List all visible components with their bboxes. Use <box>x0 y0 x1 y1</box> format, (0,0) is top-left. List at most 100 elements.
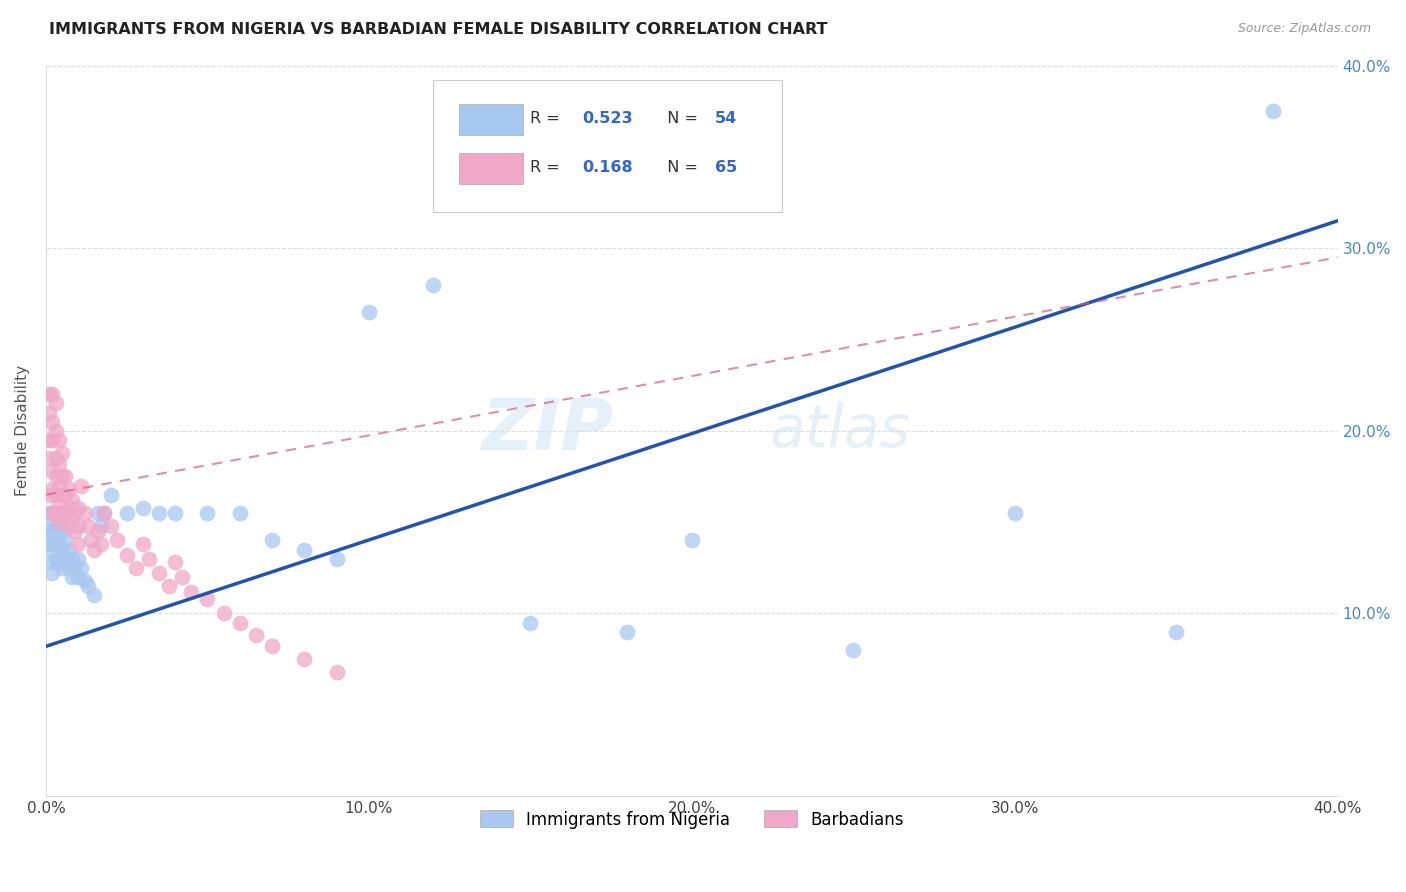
Point <box>100 518 122 533</box>
Point <box>38 433 60 447</box>
Point <box>48 555 70 569</box>
Text: 65: 65 <box>716 161 737 176</box>
FancyBboxPatch shape <box>460 104 523 135</box>
Point <box>45 551 67 566</box>
Point <box>58 542 80 557</box>
Point <box>197 591 219 606</box>
Text: R =: R = <box>530 161 565 176</box>
Point <box>45 518 67 533</box>
Point <box>48 497 70 511</box>
Point <box>67 551 90 566</box>
FancyBboxPatch shape <box>433 80 782 211</box>
Point <box>292 652 315 666</box>
Point <box>53 551 76 566</box>
Point <box>212 607 235 621</box>
Point <box>58 483 80 497</box>
Point <box>45 424 67 438</box>
Point <box>41 506 63 520</box>
Point <box>53 506 76 520</box>
Point <box>45 506 67 520</box>
Point <box>245 628 267 642</box>
Point <box>197 506 219 520</box>
Point <box>105 533 128 548</box>
Point <box>48 518 70 533</box>
Point <box>51 469 73 483</box>
Point <box>38 537 60 551</box>
Point <box>38 518 60 533</box>
Point <box>51 506 73 520</box>
Point <box>41 506 63 520</box>
Point <box>616 624 638 639</box>
Point <box>86 506 108 520</box>
Point <box>45 537 67 551</box>
Point <box>41 387 63 401</box>
Point <box>132 500 155 515</box>
Point <box>60 551 83 566</box>
Point <box>93 506 115 520</box>
Point <box>45 506 67 520</box>
Point <box>148 506 170 520</box>
Point <box>70 561 93 575</box>
Point <box>842 643 865 657</box>
Y-axis label: Female Disability: Female Disability <box>15 366 30 497</box>
Point <box>1166 624 1188 639</box>
Point <box>48 537 70 551</box>
Point <box>41 415 63 429</box>
Point <box>357 305 380 319</box>
Point <box>67 570 90 584</box>
Point <box>93 506 115 520</box>
Point <box>115 548 138 562</box>
Text: Source: ZipAtlas.com: Source: ZipAtlas.com <box>1237 22 1371 36</box>
Point <box>58 561 80 575</box>
Point <box>53 469 76 483</box>
Point <box>38 451 60 466</box>
Point <box>41 524 63 539</box>
Text: 54: 54 <box>716 112 737 127</box>
Point <box>260 533 283 548</box>
Point <box>38 528 60 542</box>
Point <box>67 537 90 551</box>
Point <box>58 500 80 515</box>
Text: 0.523: 0.523 <box>582 112 633 127</box>
Text: N =: N = <box>657 112 703 127</box>
Point <box>681 533 703 548</box>
Point <box>519 615 541 630</box>
Point <box>51 561 73 575</box>
Point <box>70 478 93 492</box>
Point <box>51 446 73 460</box>
Point <box>60 570 83 584</box>
Point <box>63 524 86 539</box>
Point <box>165 555 187 569</box>
Point <box>58 518 80 533</box>
Point <box>51 524 73 539</box>
Point <box>53 533 76 548</box>
Point <box>157 579 180 593</box>
Point <box>228 506 250 520</box>
Point <box>125 561 148 575</box>
Point <box>51 488 73 502</box>
Point <box>83 588 105 602</box>
Text: N =: N = <box>657 161 703 176</box>
Point <box>48 478 70 492</box>
Point <box>325 551 347 566</box>
Point <box>90 518 112 533</box>
Point <box>38 406 60 420</box>
Point <box>100 488 122 502</box>
Text: R =: R = <box>530 112 565 127</box>
Point <box>73 574 96 588</box>
Point <box>67 518 90 533</box>
Text: 0.168: 0.168 <box>582 161 633 176</box>
Point <box>53 488 76 502</box>
Point <box>45 451 67 466</box>
Point <box>63 561 86 575</box>
Point <box>45 396 67 410</box>
Point <box>45 488 67 502</box>
Point <box>228 615 250 630</box>
Point <box>115 506 138 520</box>
Point <box>63 506 86 520</box>
Point <box>170 570 193 584</box>
Point <box>48 457 70 471</box>
Point <box>90 537 112 551</box>
Point <box>86 524 108 539</box>
Text: atlas: atlas <box>769 402 910 459</box>
